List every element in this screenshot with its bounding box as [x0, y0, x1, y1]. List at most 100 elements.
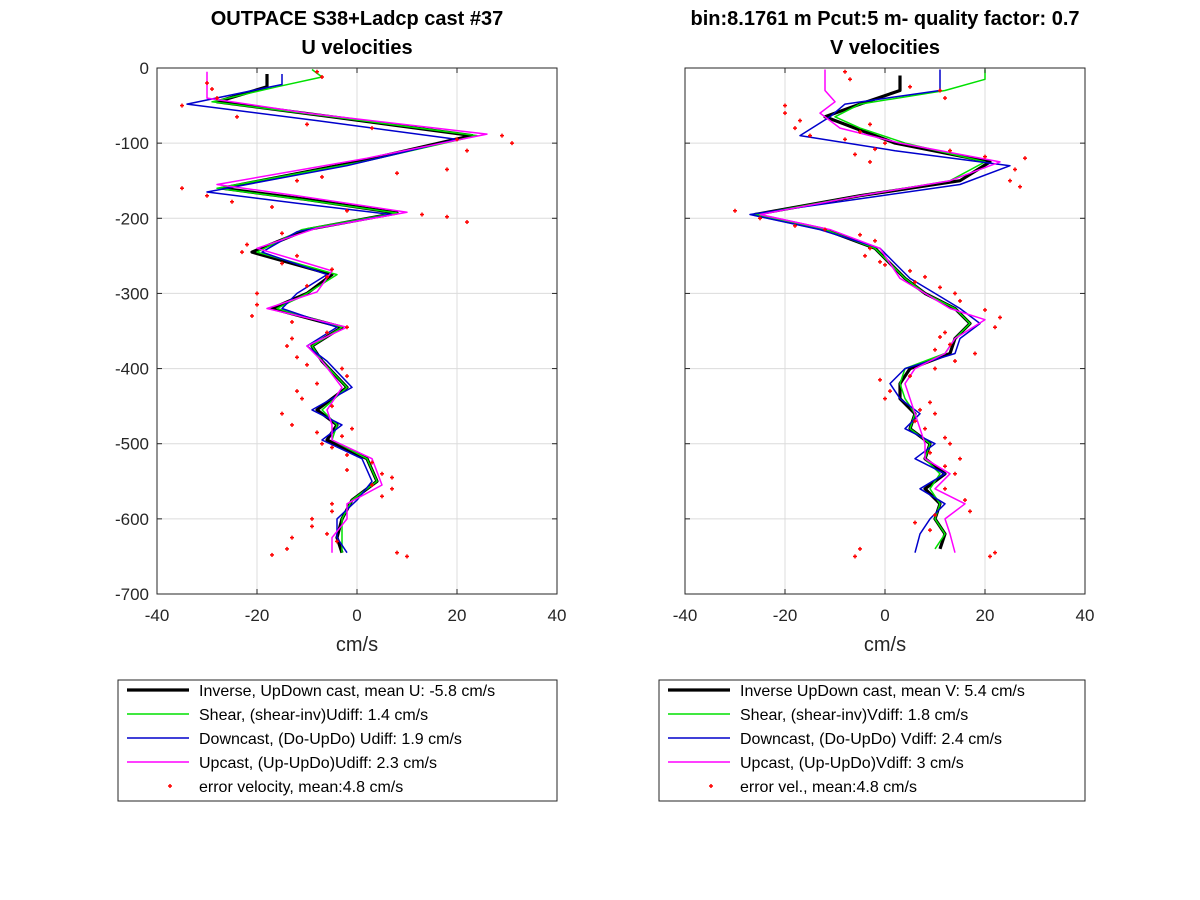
u-legend-upcast-label: Upcast, (Up-UpDo)Udiff: 2.3 cm/s: [199, 755, 437, 772]
v-x-tick-label: 0: [880, 606, 889, 625]
v-error-velocity-point: [928, 400, 932, 405]
u-error-velocity-point: [405, 554, 409, 559]
u-error-velocity-point: [205, 193, 209, 198]
v-legend-error-swatch: [709, 784, 713, 788]
u-error-velocity-point: [395, 171, 399, 176]
u-y-tick-label: -500: [115, 435, 149, 454]
v-series-upcast-line: [759, 69, 1001, 553]
v-error-velocity-point: [868, 122, 872, 127]
v-error-velocity-point: [993, 325, 997, 330]
v-error-velocity-point: [933, 366, 937, 371]
v-error-velocity-point: [923, 426, 927, 431]
v-error-velocity-point: [993, 550, 997, 555]
v-error-velocity-point: [928, 528, 932, 533]
v-legend-upcast-label: Upcast, (Up-UpDo)Vdiff: 3 cm/s: [740, 755, 964, 772]
u-error-velocity-point: [240, 250, 244, 255]
v-error-velocity-point: [908, 374, 912, 379]
v-series-downcast-line: [749, 69, 1011, 553]
u-error-velocity-point: [350, 426, 354, 431]
v-legend-inverse-label: Inverse UpDown cast, mean V: 5.4 cm/s: [740, 683, 1025, 700]
v-error-velocity-point: [843, 69, 847, 74]
u-error-velocity-point: [325, 274, 329, 279]
v-error-velocity-point: [943, 464, 947, 469]
u-error-velocity-point: [235, 114, 239, 119]
v-error-velocity-point: [858, 546, 862, 551]
u-y-tick-label: -400: [115, 360, 149, 379]
v-error-velocity-point: [948, 342, 952, 347]
u-x-tick-label: 40: [548, 606, 567, 625]
v-error-velocity-point: [783, 103, 787, 108]
u-error-velocity-point: [305, 122, 309, 127]
u-y-tick-label: 0: [140, 59, 149, 78]
u-error-velocity-point: [325, 531, 329, 536]
v-legend-shear-label: Shear, (shear-inv)Vdiff: 1.8 cm/s: [740, 707, 968, 724]
v-error-velocity-point: [853, 152, 857, 157]
u-error-velocity-point: [325, 330, 329, 335]
v-error-velocity-point: [938, 88, 942, 93]
v-error-velocity-point: [943, 330, 947, 335]
v-error-velocity-point: [883, 141, 887, 146]
u-error-velocity-point: [345, 374, 349, 379]
u-error-velocity-point: [295, 253, 299, 258]
u-legend-shear-label: Shear, (shear-inv)Udiff: 1.4 cm/s: [199, 707, 428, 724]
u-error-velocity-point: [245, 242, 249, 247]
u-error-velocity-point: [180, 103, 184, 108]
v-error-velocity-point: [793, 223, 797, 228]
u-error-velocity-point: [380, 494, 384, 499]
v-error-velocity-point: [973, 351, 977, 356]
u-legend-error-label: error velocity, mean:4.8 cm/s: [199, 779, 403, 796]
u-error-velocity-point: [290, 319, 294, 324]
u-error-velocity-point: [255, 291, 259, 296]
v-error-velocity-point: [943, 486, 947, 491]
u-error-velocity-point: [330, 404, 334, 409]
v-error-velocity-point: [843, 137, 847, 142]
v-x-tick-label: 20: [976, 606, 995, 625]
u-error-velocity-point: [285, 344, 289, 349]
v-error-velocity-point: [888, 389, 892, 394]
u-error-velocity-point: [390, 486, 394, 491]
v-error-velocity-point: [858, 232, 862, 237]
v-title: bin:8.1761 m Pcut:5 m- quality factor: 0…: [691, 8, 1080, 30]
u-error-velocity-point: [345, 452, 349, 457]
v-error-velocity-point: [883, 262, 887, 267]
u-x-tick-label: -20: [245, 606, 270, 625]
u-error-velocity-point: [455, 137, 459, 142]
u-legend: Inverse, UpDown cast, mean U: -5.8 cm/s S…: [117, 679, 558, 802]
v-error-velocity-point: [933, 513, 937, 518]
u-error-velocity-point: [300, 396, 304, 401]
u-error-velocity-point: [445, 167, 449, 172]
v-error-velocity-point: [883, 396, 887, 401]
u-error-velocity-point: [290, 422, 294, 427]
u-series-upcast-line: [206, 71, 488, 553]
u-error-velocity-point: [320, 75, 324, 80]
u-y-tick-label: -600: [115, 510, 149, 529]
v-error-velocity-point: [943, 96, 947, 101]
v-error-velocity-point: [1013, 167, 1017, 172]
v-error-velocity-point: [878, 259, 882, 264]
v-error-velocity-point: [913, 419, 917, 424]
v-x-tick-label: 40: [1076, 606, 1095, 625]
u-error-velocity-point: [370, 460, 374, 465]
v-error-velocity-point: [958, 456, 962, 461]
u-error-velocity-point: [305, 362, 309, 367]
v-legend: Inverse UpDown cast, mean V: 5.4 cm/s She…: [658, 679, 1086, 802]
u-error-velocity-point: [270, 552, 274, 557]
u-y-tick-label: -200: [115, 209, 149, 228]
v-x-tick-label: -40: [673, 606, 698, 625]
u-error-velocity-point: [340, 434, 344, 439]
v-legend-error-label: error vel., mean:4.8 cm/s: [740, 779, 917, 796]
u-error-velocity-point: [465, 148, 469, 153]
u-y-tick-label: -100: [115, 134, 149, 153]
u-error-velocity-point: [510, 141, 514, 146]
u-error-velocity-point: [295, 355, 299, 360]
u-x-axis-label: cm/s: [336, 634, 378, 656]
v-legend-downcast-label: Downcast, (Do-UpDo) Vdiff: 2.4 cm/s: [740, 731, 1002, 748]
u-error-velocity-point: [345, 325, 349, 330]
v-error-velocity-point: [923, 274, 927, 279]
v-error-velocity-point: [983, 154, 987, 159]
u-error-velocity-point: [370, 126, 374, 131]
u-error-velocity-point: [315, 381, 319, 386]
u-error-velocity-point: [285, 546, 289, 551]
u-subtitle: U velocities: [301, 37, 412, 59]
u-x-tick-label: 0: [352, 606, 361, 625]
